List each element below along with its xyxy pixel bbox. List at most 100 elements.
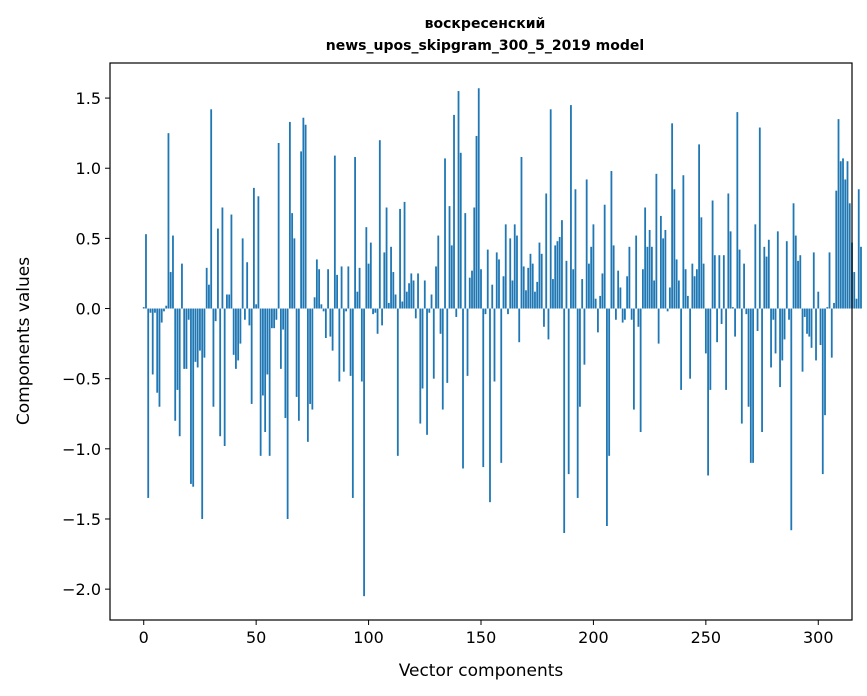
bar-169	[522, 266, 525, 309]
bar-13	[172, 235, 174, 309]
bar-5	[154, 308, 156, 313]
bar-243	[689, 308, 692, 379]
bar-120	[412, 280, 415, 309]
bar-90	[345, 308, 347, 312]
bar-209	[612, 245, 615, 309]
bar-108	[385, 207, 388, 309]
bar-109	[387, 302, 390, 309]
bar-264	[736, 112, 739, 309]
bar-127	[428, 308, 431, 313]
bar-153	[486, 249, 489, 309]
bar-252	[709, 308, 712, 390]
x-tick-label: 200	[578, 628, 609, 647]
bar-125	[423, 280, 426, 309]
bar-270	[749, 308, 752, 463]
bar-31	[212, 308, 215, 407]
bar-43	[239, 308, 242, 344]
bar-98	[363, 308, 365, 597]
bar-220	[637, 308, 640, 327]
bar-262	[731, 307, 734, 309]
bar-271	[752, 308, 754, 463]
bar-255	[716, 308, 718, 343]
bar-221	[639, 308, 642, 432]
bar-32	[214, 308, 217, 322]
bar-96	[358, 267, 361, 309]
bar-299	[815, 308, 817, 361]
bar-76	[313, 297, 316, 309]
bar-260	[727, 193, 730, 309]
bar-146	[471, 270, 473, 309]
bar-261	[729, 231, 732, 309]
bar-45	[244, 308, 246, 320]
bar-211	[617, 270, 620, 309]
bar-36	[223, 308, 226, 447]
bar-267	[743, 263, 745, 309]
bar-240	[682, 175, 685, 309]
bar-193	[576, 308, 579, 498]
bar-40	[232, 308, 235, 355]
bar-86	[336, 274, 338, 309]
bar-141	[459, 152, 462, 309]
bar-69	[297, 308, 300, 421]
bar-306	[830, 308, 833, 358]
bar-143	[464, 213, 467, 309]
x-tick-label: 250	[691, 628, 722, 647]
y-tick-label: −1.0	[62, 440, 101, 459]
bar-206	[606, 308, 608, 526]
bar-48	[250, 308, 253, 404]
bar-106	[381, 308, 383, 326]
bar-59	[275, 308, 278, 320]
chart-title-line-1: воскресенский	[425, 16, 546, 32]
bar-8	[160, 308, 163, 323]
bar-288	[790, 308, 793, 531]
bar-170	[525, 290, 527, 309]
bar-20	[187, 308, 190, 320]
bar-61	[279, 308, 282, 369]
bar-253	[711, 200, 714, 309]
bar-210	[615, 308, 617, 320]
bar-135	[446, 308, 449, 383]
bar-154	[489, 308, 491, 503]
bar-34	[219, 308, 222, 437]
bar-291	[797, 260, 799, 309]
bar-63	[284, 308, 287, 418]
bar-150	[480, 269, 482, 309]
y-tick-label: −0.5	[62, 370, 101, 389]
bar-178	[543, 308, 545, 327]
bar-116	[403, 201, 406, 309]
bar-131	[437, 235, 440, 309]
bar-172	[529, 253, 532, 309]
bar-series	[142, 88, 862, 597]
chart-title-line-2: news_upos_skipgram_300_5_2019 model	[326, 38, 644, 54]
bar-274	[758, 127, 761, 309]
bar-286	[785, 241, 788, 309]
bar-118	[408, 283, 410, 309]
bar-192	[574, 189, 577, 309]
bar-72	[304, 124, 307, 309]
bar-182	[552, 279, 554, 309]
bar-83	[329, 308, 332, 337]
bar-111	[392, 272, 395, 309]
bar-62	[282, 308, 285, 330]
bar-177	[540, 253, 543, 309]
bar-132	[439, 308, 442, 334]
bar-41	[235, 308, 237, 369]
bar-217	[630, 308, 633, 320]
bar-281	[774, 308, 777, 354]
bar-73	[306, 308, 309, 442]
bar-179	[545, 193, 548, 309]
bar-269	[747, 308, 750, 407]
bar-194	[579, 308, 581, 407]
bar-87	[338, 308, 341, 382]
bar-168	[520, 157, 523, 309]
bar-229	[657, 308, 660, 344]
bar-292	[799, 255, 802, 309]
bar-44	[241, 238, 244, 309]
bar-124	[421, 308, 424, 389]
bar-9	[163, 308, 165, 312]
bar-77	[315, 259, 318, 309]
bar-298	[812, 252, 815, 309]
plot-frame	[109, 62, 853, 621]
bar-85	[333, 155, 336, 309]
bar-190	[570, 105, 572, 309]
